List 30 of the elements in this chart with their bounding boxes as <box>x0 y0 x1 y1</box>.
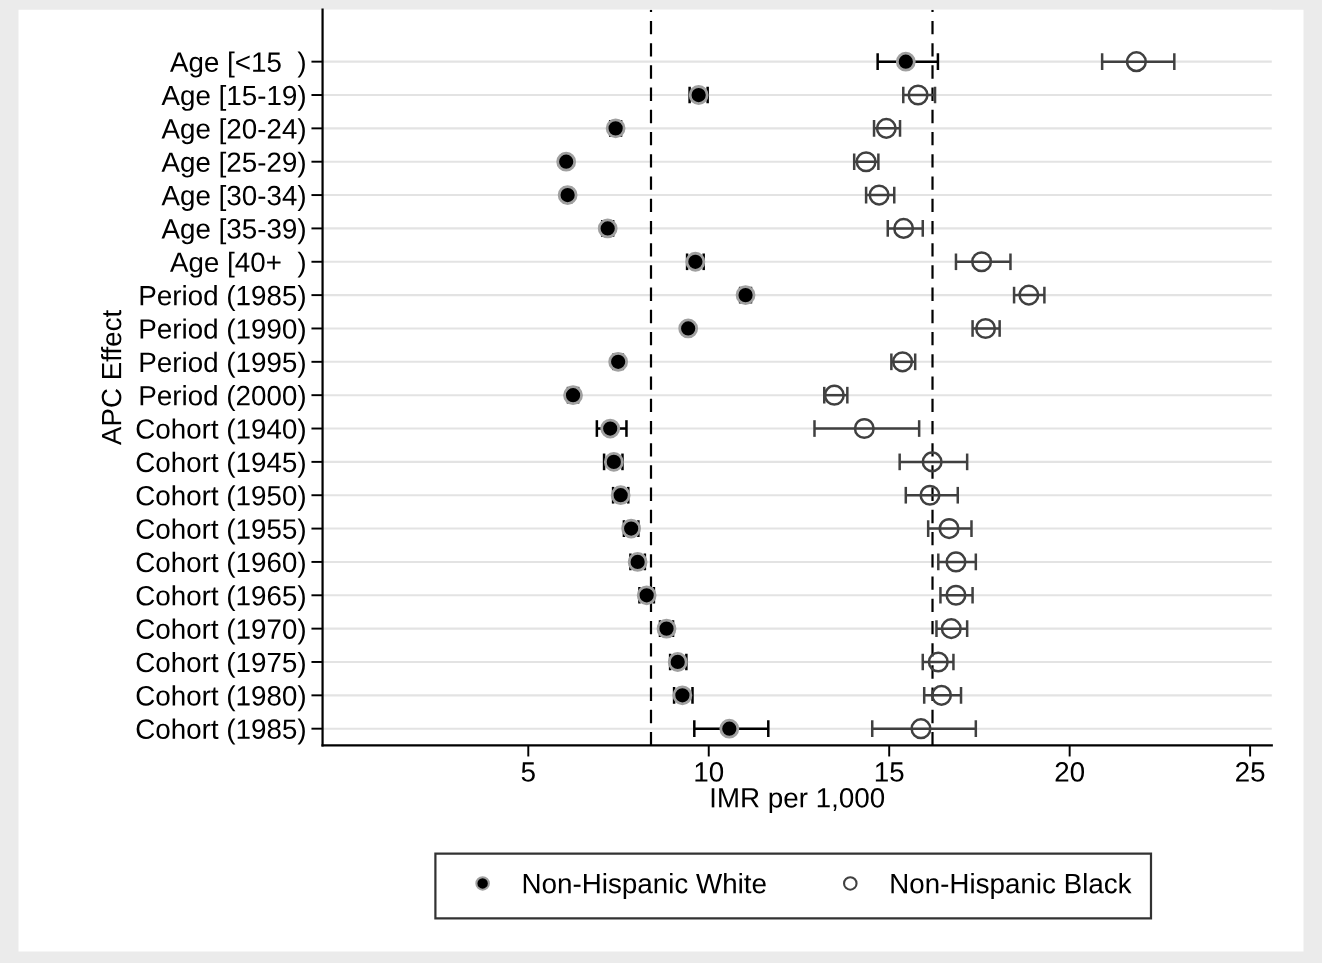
x-tick-label: 20 <box>1055 762 1085 782</box>
legend-label: Non-Hispanic White <box>523 873 766 899</box>
y-tick-label: Period (1990) <box>140 318 305 345</box>
y-tick-label: Period (1995) <box>140 351 305 378</box>
y-tick-label: Age [30-34) <box>161 185 305 211</box>
y-tick-label: Age [20-24) <box>161 118 305 145</box>
x-axis-title: IMR per 1,000 <box>711 787 885 814</box>
y-tick-label: Age [<15 ) <box>169 51 305 78</box>
y-tick-label: Cohort (1960) <box>136 551 305 578</box>
y-tick-label: Age [15-19) <box>161 84 305 111</box>
y-tick-label: Cohort (1975) <box>136 651 305 678</box>
y-tick-label: Cohort (1970) <box>136 618 305 645</box>
legend-label: Non-Hispanic Black <box>891 873 1132 899</box>
y-tick-label: Cohort (1985) <box>136 718 305 745</box>
y-tick-label: Age [35-39) <box>161 218 305 245</box>
y-tick-label: Age [40+ ) <box>169 251 305 278</box>
x-tick-label: 25 <box>1236 762 1265 782</box>
y-tick-label: Cohort (1940) <box>136 418 305 445</box>
y-axis-title: APC Effect <box>101 310 122 446</box>
y-tick-label: Period (2000) <box>140 385 305 411</box>
y-tick-label: Cohort (1965) <box>136 585 305 612</box>
x-tick-label: 10 <box>695 762 724 782</box>
y-tick-label: Cohort (1945) <box>136 451 305 478</box>
y-tick-label: Cohort (1955) <box>136 518 305 545</box>
x-tick-label: 15 <box>875 762 904 782</box>
y-tick-label: Period (1985) <box>140 285 305 311</box>
y-tick-label: Cohort (1980) <box>136 685 305 712</box>
x-tick-label: 5 <box>521 762 535 782</box>
y-tick-label: Cohort (1950) <box>136 485 305 512</box>
y-tick-label: Age [25-29) <box>161 151 305 178</box>
